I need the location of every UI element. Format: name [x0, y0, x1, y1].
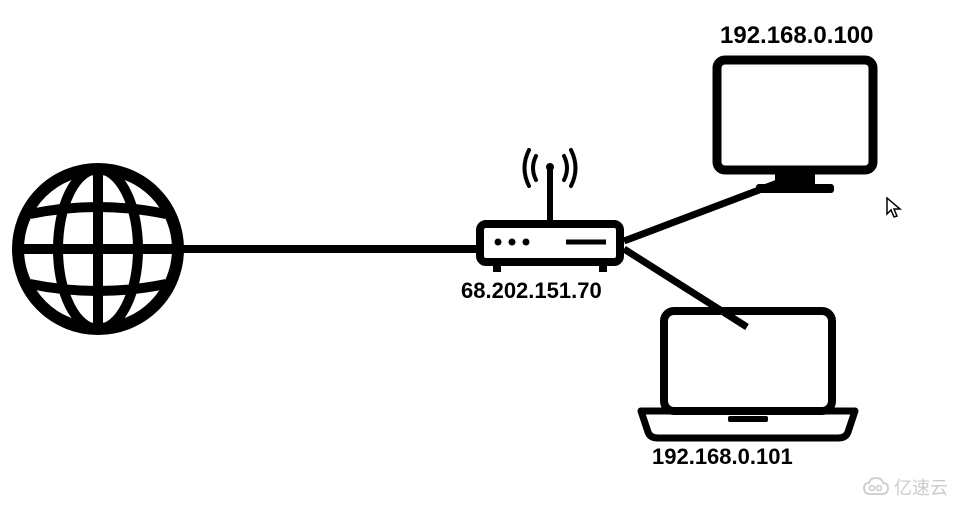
router-icon: [480, 150, 620, 272]
laptop-ip-label: 192.168.0.101: [652, 444, 793, 470]
router-ip-label: 68.202.151.70: [461, 278, 602, 304]
globe-icon: [18, 169, 178, 329]
watermark-cloud-icon: [862, 476, 890, 498]
network-diagram: [0, 0, 963, 513]
watermark-text: 亿速云: [894, 474, 948, 500]
edges: [178, 176, 796, 327]
watermark: 亿速云: [862, 474, 948, 500]
edge-router-laptop: [624, 249, 747, 327]
desktop-icon: [717, 60, 873, 193]
mouse-cursor-icon: [886, 197, 904, 221]
laptop-icon: [641, 311, 855, 438]
desktop-ip-label: 192.168.0.100: [720, 22, 873, 50]
